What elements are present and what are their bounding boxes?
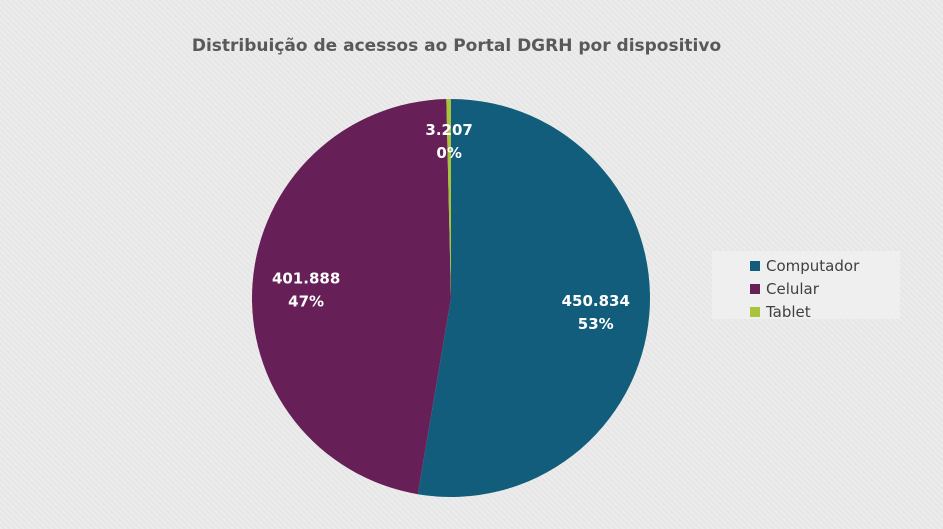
pie-slice-tablet bbox=[446, 99, 451, 298]
pie-slice-celular bbox=[251, 99, 451, 495]
legend-label-tablet: Tablet bbox=[766, 302, 811, 321]
legend-swatch-computador bbox=[750, 260, 760, 271]
legend-swatch-celular bbox=[750, 283, 760, 294]
legend-label-celular: Celular bbox=[766, 279, 819, 298]
slice-value-label-celular: 401.888 bbox=[272, 270, 340, 288]
slice-percent-label-celular: 47% bbox=[288, 293, 324, 311]
slice-percent-label-tablet: 0% bbox=[436, 144, 461, 162]
slice-percent-label-computador: 53% bbox=[578, 315, 614, 333]
legend: Computador Celular Tablet bbox=[712, 251, 900, 321]
slice-value-label-tablet: 3.207 bbox=[425, 121, 472, 139]
legend-swatch-tablet bbox=[750, 306, 760, 317]
chart-title: Distribuição de acessos ao Portal DGRH p… bbox=[191, 36, 722, 56]
legend-item-computador: Computador bbox=[750, 254, 900, 277]
pie-slice-computador bbox=[417, 99, 650, 497]
legend-label-computador: Computador bbox=[766, 256, 860, 275]
legend-item-celular: Celular bbox=[750, 277, 900, 300]
legend-item-tablet: Tablet bbox=[750, 300, 900, 323]
slice-value-label-computador: 450.834 bbox=[562, 292, 630, 310]
